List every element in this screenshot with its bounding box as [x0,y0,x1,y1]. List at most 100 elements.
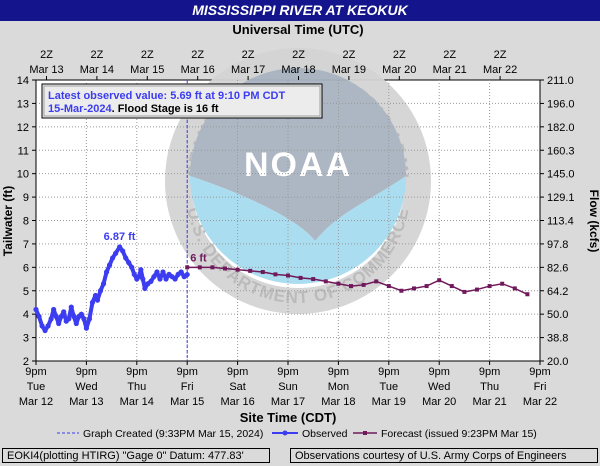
forecast-line [187,266,528,295]
latest-value-date: 15-Mar-2024 [48,103,112,115]
top-tick-hour: 2Z [342,49,355,61]
forecast-series [185,265,530,297]
chart-title: MISSISSIPPI RIVER AT KEOKUK [0,0,600,21]
hydrograph-chart: NATIONAL OCEANIC AND ATMOSPHERIC ADMINIS… [0,21,600,440]
observed-point [36,313,42,320]
forecast-point [487,284,492,289]
left-tick-label: 11 [18,145,29,157]
top-tick-hour: 2Z [393,49,406,61]
left-axis-ticks: 2 3 4 5 6 7 8 9 10 11 12 13 14 [17,75,36,368]
legend-observed-marker [282,430,288,436]
right-tick-label: 50.0 [547,309,568,321]
latest-value-box: Latest observed value: 5.69 ft at 9:10 P… [41,83,323,119]
left-tick-label: 14 [17,75,29,87]
forecast-point [462,289,467,294]
top-tick-date: Mar 19 [332,64,366,76]
observed-point [106,262,113,268]
forecast-point [399,288,404,293]
left-tick-label: 9 [23,192,29,204]
observed-point [33,306,39,313]
top-tick-date: Mar 20 [382,64,416,76]
bottom-tick-label: 9pm [176,366,197,378]
bottom-tick-label: 9pm [76,366,97,378]
bottom-tick-label: 9pm [529,366,550,378]
bottom-tick-label: Mar 19 [372,396,406,408]
bottom-tick-label: 9pm [328,366,349,378]
legend-forecast-marker [363,431,367,435]
observed-point [136,274,142,280]
forecast-point [500,281,505,286]
bottom-tick-label: Tue [380,381,399,393]
observed-point [58,313,64,320]
left-tick-label: 5 [23,286,29,298]
observed-point [148,278,154,284]
right-tick-label: 160.3 [547,145,575,157]
observed-point [142,285,148,292]
forecast-point [248,268,253,273]
top-tick-date: Mar 16 [181,64,215,76]
bottom-tick-label: Thu [480,381,499,393]
footer-credit: Observations courtesy of U.S. Army Corps… [290,448,598,463]
forecast-point [424,284,429,289]
forecast-point [311,277,316,282]
forecast-start-annotation: 6 ft [190,252,207,264]
left-tick-label: 4 [23,309,29,321]
forecast-point [210,265,215,270]
right-tick-label: 38.8 [547,333,568,345]
bottom-tick-label: Thu [127,381,146,393]
observed-point [83,325,89,331]
right-tick-label: 129.1 [547,192,575,204]
observed-point [117,244,123,250]
svg-text:15-Mar-2024. Flood Stage is 16: 15-Mar-2024. Flood Stage is 16 ft [48,103,219,115]
top-tick-date: Mar 21 [433,64,467,76]
bottom-tick-label: Fri [534,381,547,393]
bottom-tick-label: 9pm [227,366,248,378]
bottom-axis-ticks: 9pm Tue Mar 12 9pm Wed Mar 13 9pm Thu Mar 14 9pm F… [19,361,557,408]
forecast-point [525,292,530,297]
observed-point [66,316,72,322]
forecast-point [336,281,341,286]
observed-point [61,309,67,315]
legend-created-label: Graph Created (9:33PM Mar 15, 2024) [83,428,263,440]
observed-point [103,269,110,275]
bottom-tick-label: Sun [278,381,298,393]
left-tick-label: 13 [17,98,29,110]
left-tick-label: 3 [23,333,29,345]
observed-point [110,255,116,261]
bottom-tick-label: Mar 21 [472,396,506,408]
observed-point [178,269,184,275]
top-tick-hour: 2Z [191,49,204,61]
bottom-tick-label: Mar 13 [69,396,103,408]
observed-point [53,313,59,320]
observed-point [48,316,54,322]
top-tick-hour: 2Z [40,49,53,61]
top-tick-date: Mar 14 [80,64,114,76]
observed-point [126,260,132,266]
bottom-tick-label: Mon [328,381,349,393]
forecast-point [273,272,278,277]
bottom-tick-label: Mar 17 [271,396,305,408]
footer-datum: EOKI4(plotting HTIRG) "Gage 0" Datum: 47… [2,448,270,463]
top-tick-date: Mar 22 [483,64,517,76]
right-tick-label: 97.8 [547,239,568,251]
observed-point [138,267,144,273]
forecast-point [449,284,454,289]
observed-point [184,271,190,278]
forecast-point [323,279,328,284]
right-tick-label: 211.0 [547,75,574,87]
observed-point [160,269,166,275]
bottom-tick-label: Mar 15 [170,396,204,408]
bottom-tick-label: Mar 18 [321,396,355,408]
forecast-point [349,284,353,289]
forecast-point [223,266,227,271]
observed-point [123,255,129,261]
top-tick-date: Mar 13 [29,64,63,76]
bottom-tick-label: 9pm [277,366,298,378]
top-axis-label: Universal Time (UTC) [232,22,363,37]
observed-point [163,276,169,282]
forecast-point [512,286,517,291]
observed-point [89,299,96,306]
right-tick-label: 196.0 [547,98,575,110]
right-axis-ticks: 20.0 38.8 50.0 64.2 82.6 97.8 113.4 129.1 145.0 1… [540,75,575,368]
top-axis-ticks: 2Z Mar 13 2Z Mar 14 2Z Mar 15 2Z Mar 16 2Z Mar 17… [29,49,517,80]
